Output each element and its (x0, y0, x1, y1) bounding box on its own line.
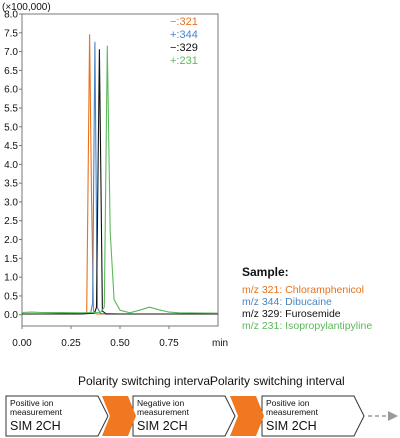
y-tick-label: 7.5 (4, 28, 18, 39)
x-tick-label: 0.75 (159, 338, 179, 349)
legend-entry-blue: +:344 (170, 29, 198, 41)
sample-line-black: m/z 329: Furosemide (242, 308, 341, 320)
polarity-flow: Polarity switching interval Polarity swi… (5, 374, 398, 437)
x-unit-label: min (212, 338, 228, 349)
legend-entry-orange: −:321 (170, 16, 198, 28)
sample-line-green: m/z 231: Isopropylantipyline (242, 320, 372, 332)
flow-step-box (261, 395, 365, 437)
legend-entry-black: −:329 (170, 42, 198, 54)
flow-step-box (132, 395, 236, 437)
y-tick-label: 4.0 (4, 160, 18, 171)
flow-step-line1: Positive ion (10, 398, 54, 408)
x-tick-label: 0.25 (61, 338, 81, 349)
y-tick-label: 1.5 (4, 254, 18, 265)
legend-entry-green: +:231 (170, 55, 198, 67)
y-tick-label: 0.5 (4, 291, 18, 302)
series-line-blue (22, 41, 218, 315)
y-tick-label: 3.0 (4, 197, 18, 208)
y-tick-label: 1.0 (4, 273, 18, 284)
flow-step-line3: SIM 2CH (137, 419, 188, 433)
flow-step-line3: SIM 2CH (10, 419, 61, 433)
y-tick-label: 4.5 (4, 141, 18, 152)
y-tick-label: 8.0 (4, 10, 18, 21)
sample-title: Sample: (242, 265, 289, 279)
x-tick-label: 0.50 (110, 338, 130, 349)
flow-step-line3: SIM 2CH (266, 419, 317, 433)
flow-step-line1: Negative ion (137, 398, 185, 408)
y-tick-label: 5.5 (4, 103, 18, 114)
y-tick-label: 7.0 (4, 47, 18, 58)
flow-step-line2: measurement (266, 407, 319, 417)
y-tick-label: 6.5 (4, 66, 18, 77)
y-tick-label: 0.0 (4, 310, 18, 321)
x-tick-label: 0.00 (12, 338, 32, 349)
polarity-switch-block (230, 396, 264, 436)
y-tick-label: 2.0 (4, 235, 18, 246)
flow-step-box (5, 395, 109, 437)
x-axis: 0.00 0.25 0.50 0.75 (12, 326, 179, 349)
flow-step-line2: measurement (10, 407, 63, 417)
series-line-orange (22, 34, 218, 315)
flow-step-line1: Positive ion (266, 398, 310, 408)
switch-label-1: Polarity switching interval (78, 374, 213, 388)
legend: −:321+:344−:329+:231 (170, 16, 198, 67)
y-tick-label: 6.0 (4, 85, 18, 96)
series-line-green (21, 45, 219, 314)
series-lines (21, 34, 219, 315)
sample-line-orange: m/z 321: Chloramphenicol (242, 284, 364, 296)
continuation-arrow-head (388, 411, 398, 421)
flow-step-line2: measurement (137, 407, 190, 417)
sample-line-blue: m/z 344: Dibucaine (242, 296, 332, 308)
series-line-black (22, 49, 218, 315)
y-tick-label: 5.0 (4, 122, 18, 133)
switch-label-2: Polarity switching interval (210, 374, 345, 388)
y-axis: 0.0 0.5 1.0 1.5 2.0 2.5 3.0 3.5 4.0 4.5 5.0 5.5 6.0 6… (4, 10, 22, 321)
y-multiplier-label: (×100,000) (2, 2, 51, 13)
y-tick-label: 3.5 (4, 179, 18, 190)
polarity-switch-block (102, 396, 136, 436)
y-tick-label: 2.5 (4, 216, 18, 227)
